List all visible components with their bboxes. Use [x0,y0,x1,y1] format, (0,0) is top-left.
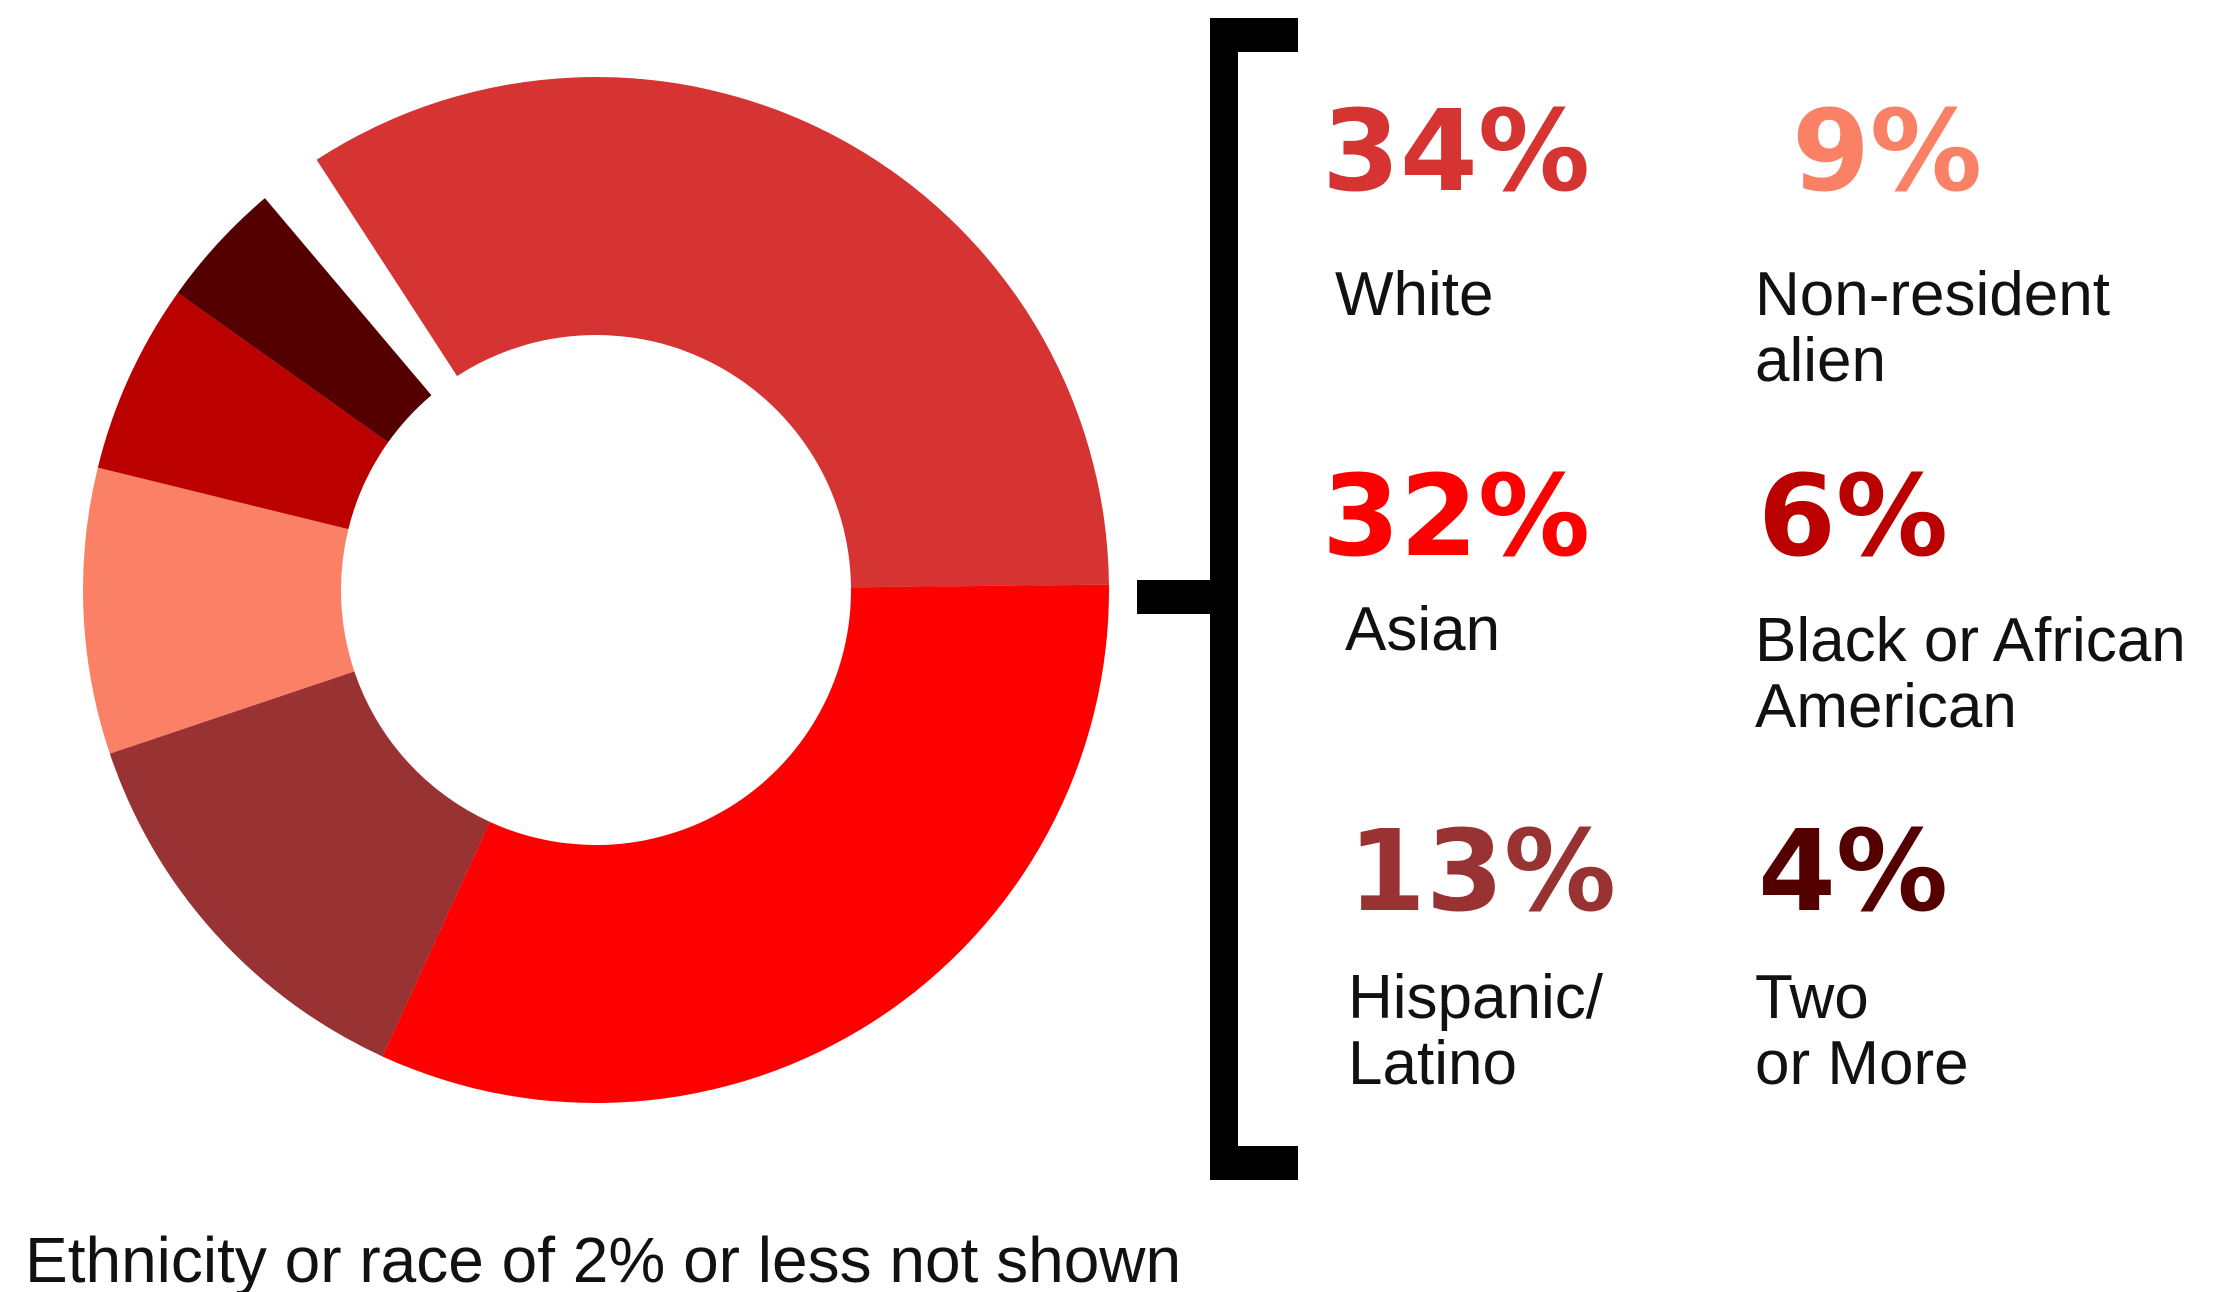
legend-label-black-or-african-american: Black or African [1755,606,2186,675]
legend-value-white: 34% [1322,87,1590,217]
donut-slices [83,76,1109,1103]
donut-slice-white [316,76,1109,588]
legend-bracket [1137,18,1298,1180]
legend-value-black-or-african-american: 6% [1758,452,1948,582]
legend-label-black-or-african-american: American [1755,672,2017,741]
footnote: Ethnicity or race of 2% or less not show… [25,1224,1181,1292]
donut-slice-asian [382,584,1109,1103]
legend-label-two-or-more: Two [1755,963,1869,1032]
legend-label-hispanic-latino: Hispanic/ [1348,963,1604,1032]
donut-slice-non-resident-alien [83,467,355,754]
donut-slice-hispanic-latino [109,671,490,1057]
legend-value-asian: 32% [1322,452,1590,582]
legend-label-non-resident-alien: alien [1755,326,1886,395]
donut-slice-black-or-african-american [97,292,389,530]
legend: 34% White 32% Asian 13% Hispanic/Latino 9% Non-… [1322,87,2186,1098]
legend-label-non-resident-alien: Non-resident [1755,260,2110,329]
legend-label-white: White [1335,260,1493,329]
legend-label-asian: Asian [1345,595,1500,664]
legend-label-hispanic-latino: Latino [1348,1029,1517,1098]
legend-value-two-or-more: 4% [1758,807,1948,937]
legend-value-non-resident-alien: 9% [1792,87,1982,217]
legend-label-two-or-more: or More [1755,1029,1969,1098]
legend-value-hispanic-latino: 13% [1348,807,1616,937]
donut-slice-two-or-more [177,198,432,443]
